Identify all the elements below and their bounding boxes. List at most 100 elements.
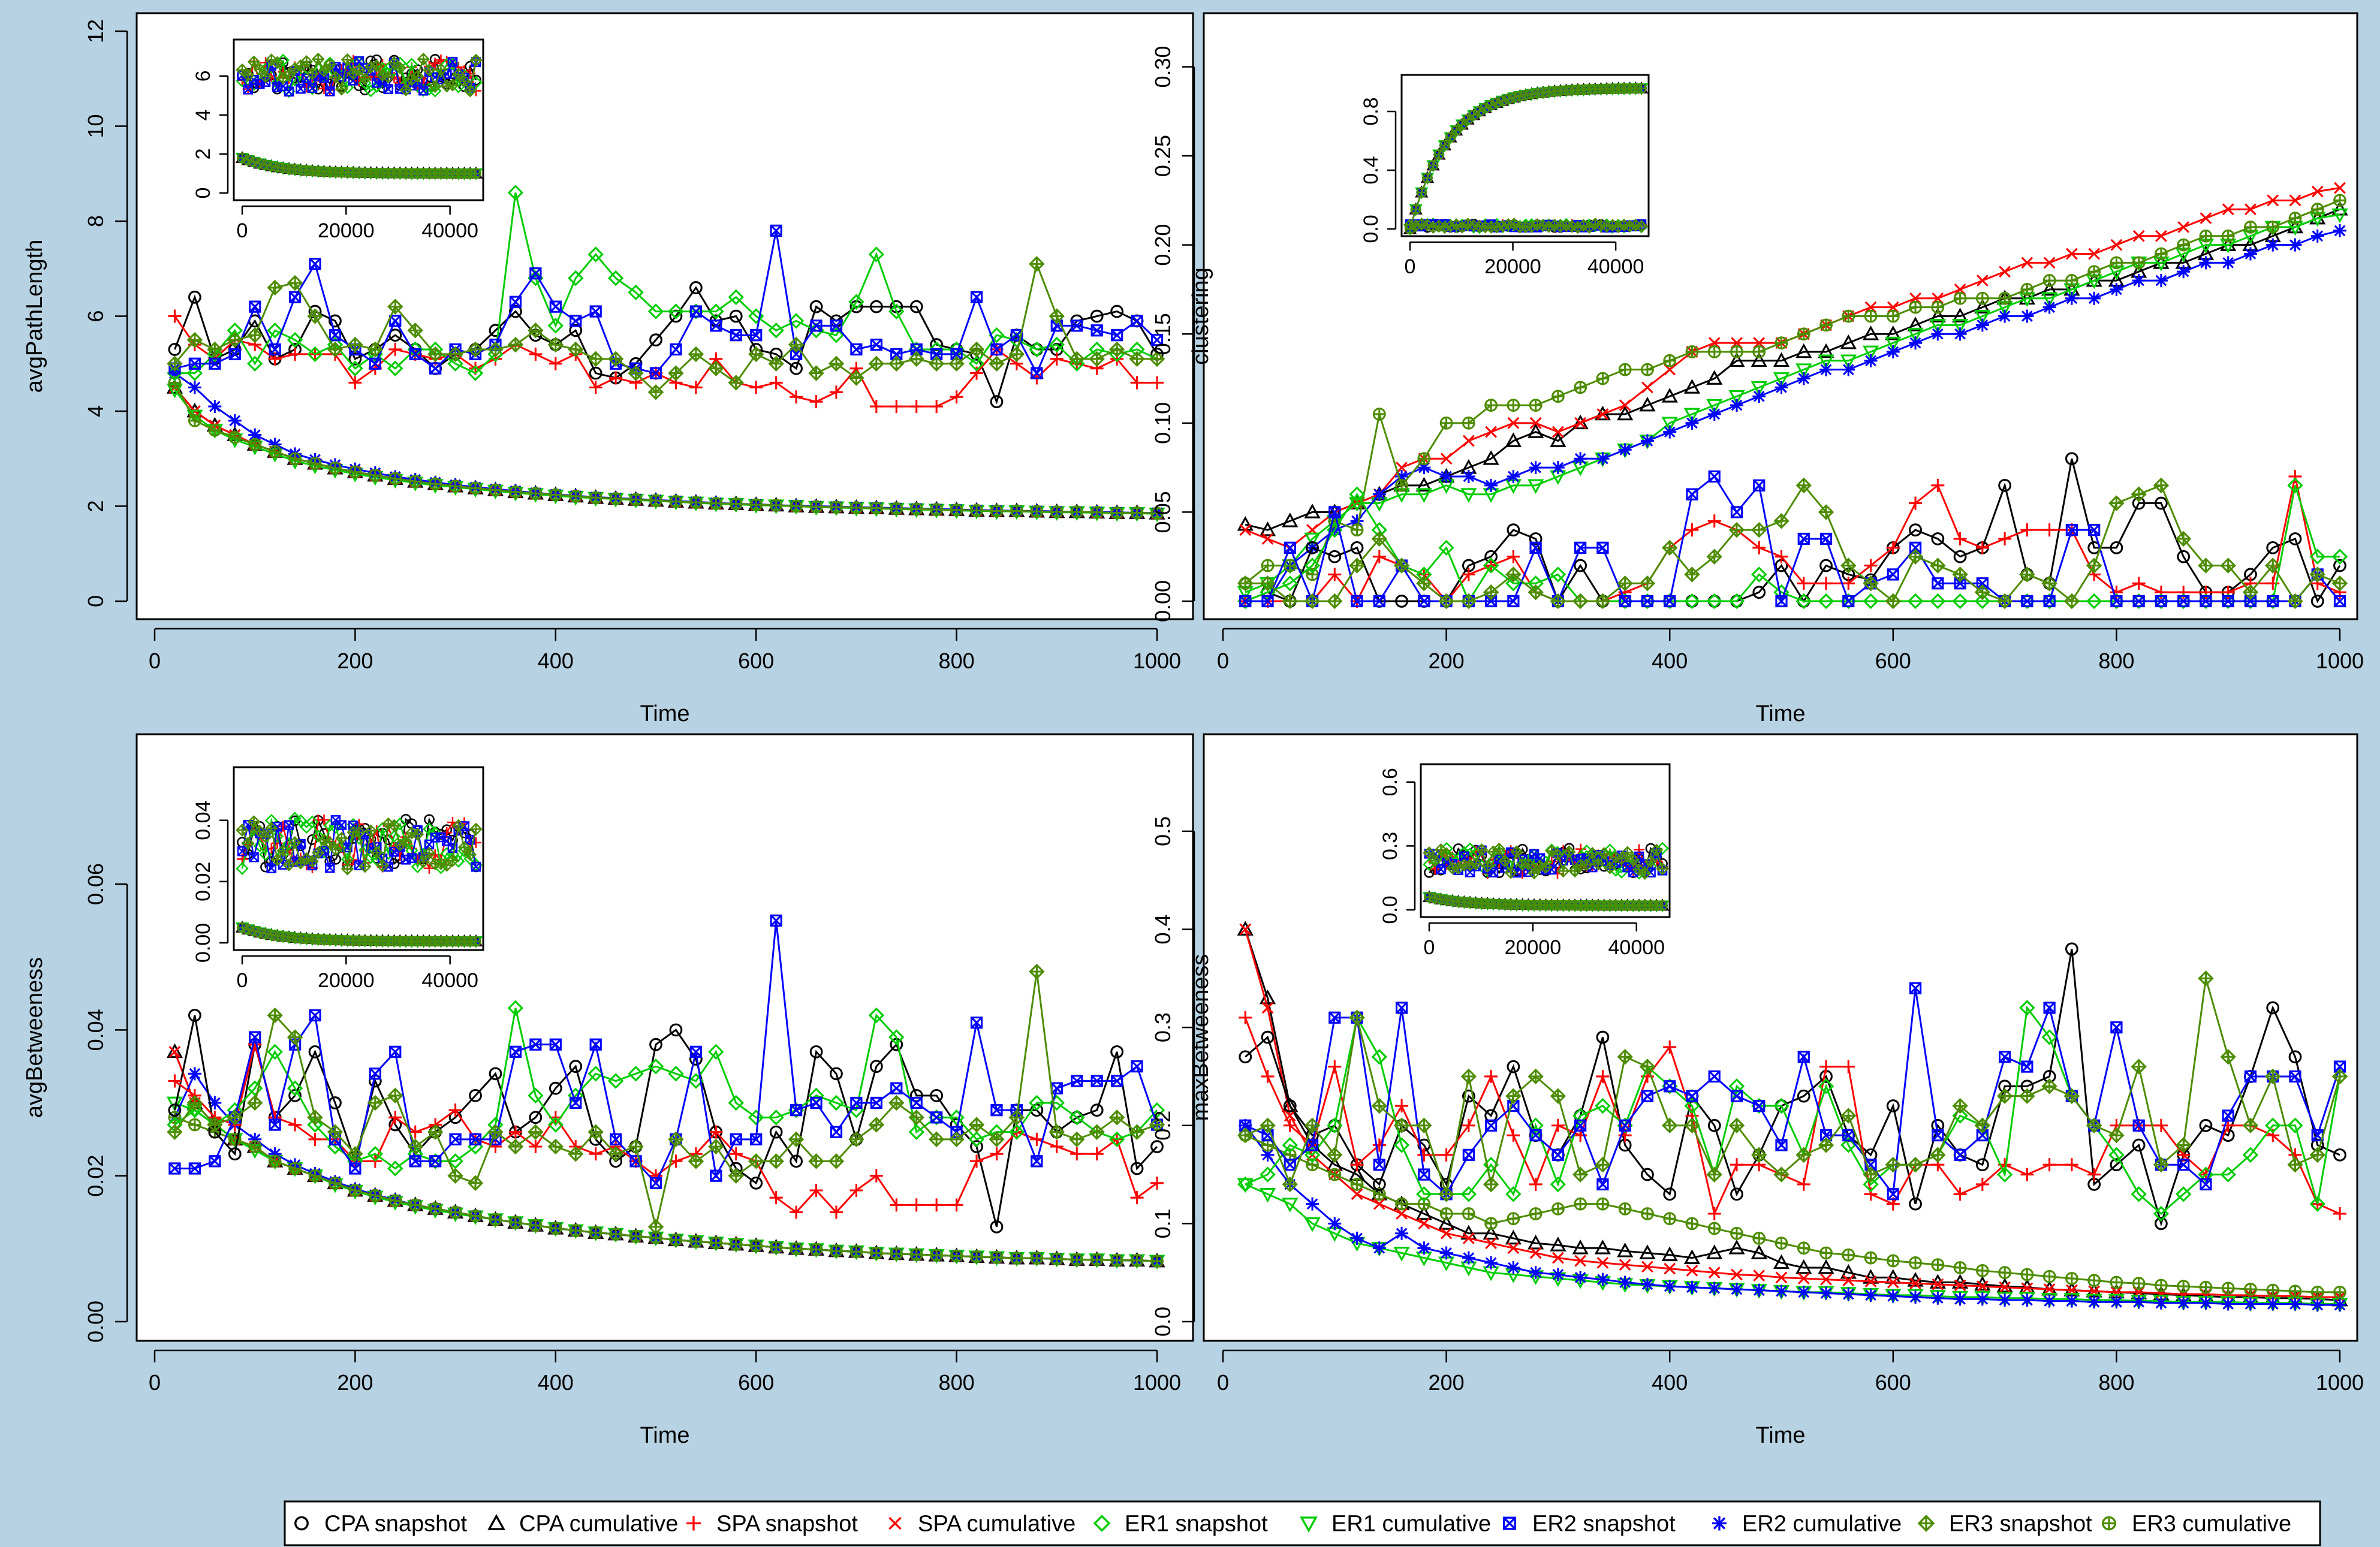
data-point (1685, 345, 1699, 358)
data-point (930, 400, 944, 414)
series-er3-cumulative (168, 376, 1164, 520)
series-er3-snapshot (167, 256, 1165, 400)
inset-x-tick-label: 40000 (421, 969, 478, 992)
data-point (2200, 212, 2212, 224)
inset-data-point (428, 80, 442, 94)
data-point (1707, 1222, 1721, 1235)
inset-data-point (1416, 187, 1427, 198)
data-point (2088, 248, 2101, 260)
inset-data-point (242, 924, 254, 935)
data-point (1551, 1202, 1565, 1216)
data-point (248, 1140, 262, 1153)
data-point (2155, 230, 2167, 242)
data-point (1049, 336, 1065, 353)
data-point (1998, 1266, 2011, 1280)
inset-data-point (446, 79, 459, 92)
data-point (1283, 559, 1297, 572)
data-point (749, 1239, 763, 1253)
inset-frame (1420, 763, 1671, 918)
x-tick-label: 600 (738, 649, 774, 673)
data-point (2243, 1297, 2257, 1311)
data-point (2288, 1284, 2302, 1298)
y-tick-label: 0.15 (1150, 313, 1175, 355)
data-point (2132, 577, 2146, 590)
data-point (1953, 532, 1967, 545)
data-point (1952, 593, 1968, 610)
x-tick-label: 400 (1652, 649, 1688, 673)
inset-data-point (447, 57, 458, 67)
inset-data-point (1439, 140, 1450, 151)
inset-series (237, 152, 481, 179)
data-point (1998, 291, 2011, 305)
data-point (1529, 461, 1543, 475)
data-point (990, 504, 1004, 518)
inset-data-point (1636, 83, 1647, 94)
data-point (649, 367, 662, 379)
data-point (588, 351, 604, 367)
data-point (2221, 229, 2235, 243)
data-point (850, 343, 863, 356)
data-point (689, 381, 703, 394)
data-point (909, 1248, 923, 1261)
data-point (2287, 477, 2303, 494)
data-point (869, 400, 883, 414)
data-point (869, 300, 883, 313)
data-point (809, 300, 823, 313)
y-axis-label: maxBetweeness (1188, 954, 1213, 1121)
data-point (950, 503, 963, 517)
data-point (2041, 292, 2058, 307)
data-point (249, 300, 261, 313)
data-point (1975, 318, 1989, 332)
data-point (2288, 238, 2302, 252)
data-point (1596, 452, 1610, 466)
data-point (168, 309, 182, 323)
data-point (1618, 443, 1632, 457)
data-point (1110, 1253, 1124, 1267)
data-point (1484, 399, 1498, 412)
data-point (1842, 1248, 1855, 1262)
inset-data-point (1422, 172, 1433, 183)
y-tick-label: 0.20 (1150, 224, 1175, 266)
x-axis-label: Time (1755, 701, 1805, 726)
data-point (228, 414, 242, 427)
data-point (1819, 363, 1833, 376)
data-point (2110, 282, 2123, 296)
data-point (447, 355, 463, 372)
inset-data-point (237, 922, 248, 933)
data-point (1640, 1277, 1654, 1291)
data-point (1304, 503, 1321, 518)
data-point (1485, 426, 1498, 438)
inset-x-tick-label: 0 (1405, 255, 1416, 278)
inset-x-tick-label: 20000 (1484, 255, 1541, 278)
data-point (1596, 1197, 1610, 1211)
y-axis-label: clustering (1188, 267, 1213, 365)
inset-data-point (254, 158, 266, 169)
legend-label: ER2 cumulative (1742, 1512, 1902, 1537)
data-point (2110, 541, 2123, 554)
data-point (1551, 1268, 1565, 1281)
data-point (2065, 1294, 2078, 1308)
data-point (710, 319, 722, 332)
data-point (388, 472, 402, 485)
data-point (247, 327, 263, 343)
data-point (1819, 318, 1833, 332)
data-point (788, 313, 805, 329)
data-point (2333, 224, 2346, 237)
data-point (2177, 1296, 2191, 1310)
data-point (1998, 1293, 2012, 1307)
data-point (1685, 416, 1699, 430)
data-point (1907, 316, 1924, 331)
inset-data-point (323, 58, 337, 71)
data-point (528, 322, 544, 339)
inset-y-tick-label: 4 (192, 109, 215, 120)
inset-data-point (1433, 149, 1445, 160)
data-point (888, 303, 905, 319)
data-point (1528, 423, 1544, 439)
data-point (1507, 595, 1520, 608)
x-tick-label: 400 (538, 649, 574, 673)
legend: CPA snapshot CPA cumulative SPA snapshot SP… (284, 1500, 2321, 1546)
data-point (1663, 1280, 1677, 1293)
data-point (1931, 300, 1945, 314)
data-point (549, 1222, 562, 1235)
plot-frame (135, 12, 1194, 620)
